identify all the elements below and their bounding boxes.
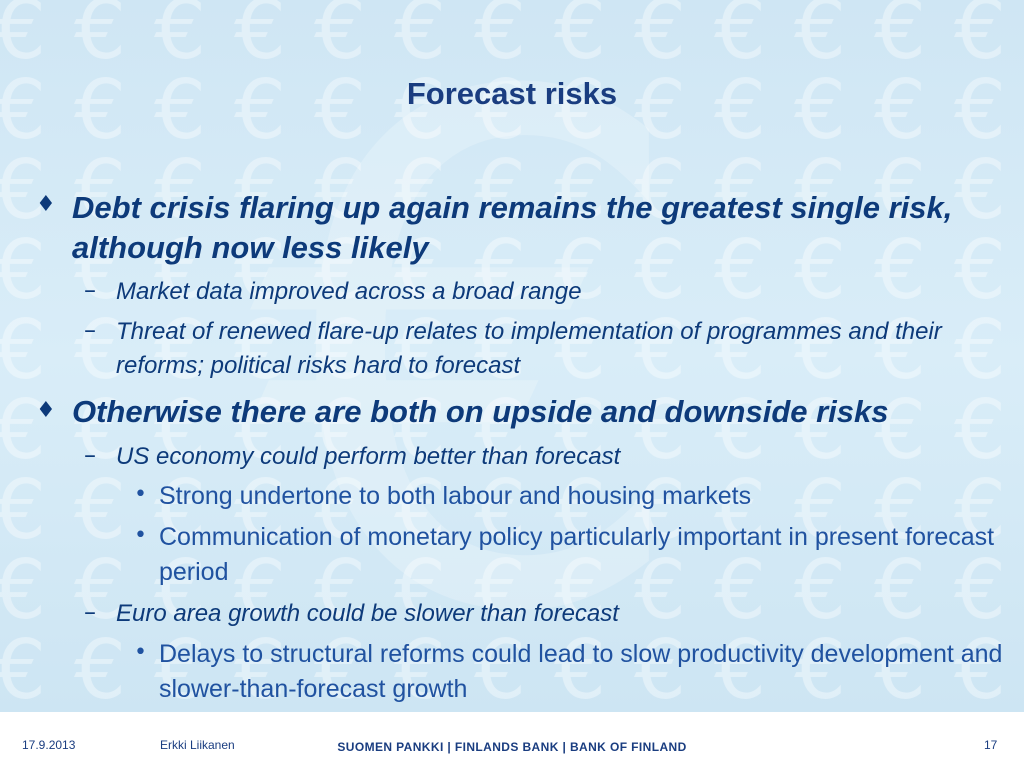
svg-text:€: € (250, 40, 695, 660)
slide: € € (0, 0, 1024, 712)
item-2-2-1-text: Delays to structural reforms could lead … (159, 640, 1003, 703)
footer-author: Erkki Liikanen (160, 738, 235, 752)
footer-bank-name: SUOMEN PANKKI | FINLANDS BANK | BANK OF … (337, 740, 687, 754)
item-2-1-1-text: Strong undertone to both labour and hous… (159, 482, 752, 510)
dot-bullet-icon: • (134, 523, 147, 548)
footer: 17.9.2013 Erkki Liikanen SUOMEN PANKKI |… (0, 712, 1024, 768)
dash-bullet-icon: – (84, 598, 96, 626)
sub-bullet-2-1-text: US economy could perform better than for… (116, 443, 621, 470)
sub-bullet-1-1-text: Market data improved across a broad rang… (116, 278, 582, 305)
bullet-2-text: Otherwise there are both on upside and d… (72, 394, 889, 429)
large-euro-watermark-icon: € (250, 40, 695, 660)
sub-bullet-1-2-text: Threat of renewed flare-up relates to im… (116, 318, 942, 379)
dash-bullet-icon: – (84, 276, 96, 304)
page-number: 17 (984, 738, 998, 752)
sub-bullet-2-2-text: Euro area growth could be slower than fo… (116, 600, 619, 627)
footer-date: 17.9.2013 (22, 738, 76, 752)
euro-pattern-background-icon: € (0, 0, 1024, 712)
dot-bullet-icon: • (134, 640, 147, 665)
dot-bullet-icon: • (134, 482, 147, 507)
diamond-bullet-icon: ♦ (36, 398, 56, 423)
bullet-1-text: Debt crisis flaring up again remains the… (72, 190, 953, 265)
dash-bullet-icon: – (84, 441, 96, 469)
slide-title: Forecast risks (406, 76, 618, 111)
diamond-bullet-icon: ♦ (36, 192, 56, 217)
slide-content: ♦ Debt crisis flaring up again remains t… (36, 190, 1003, 703)
item-2-1-2-text: Communication of monetary policy particu… (159, 523, 995, 586)
dash-bullet-icon: – (84, 316, 96, 344)
